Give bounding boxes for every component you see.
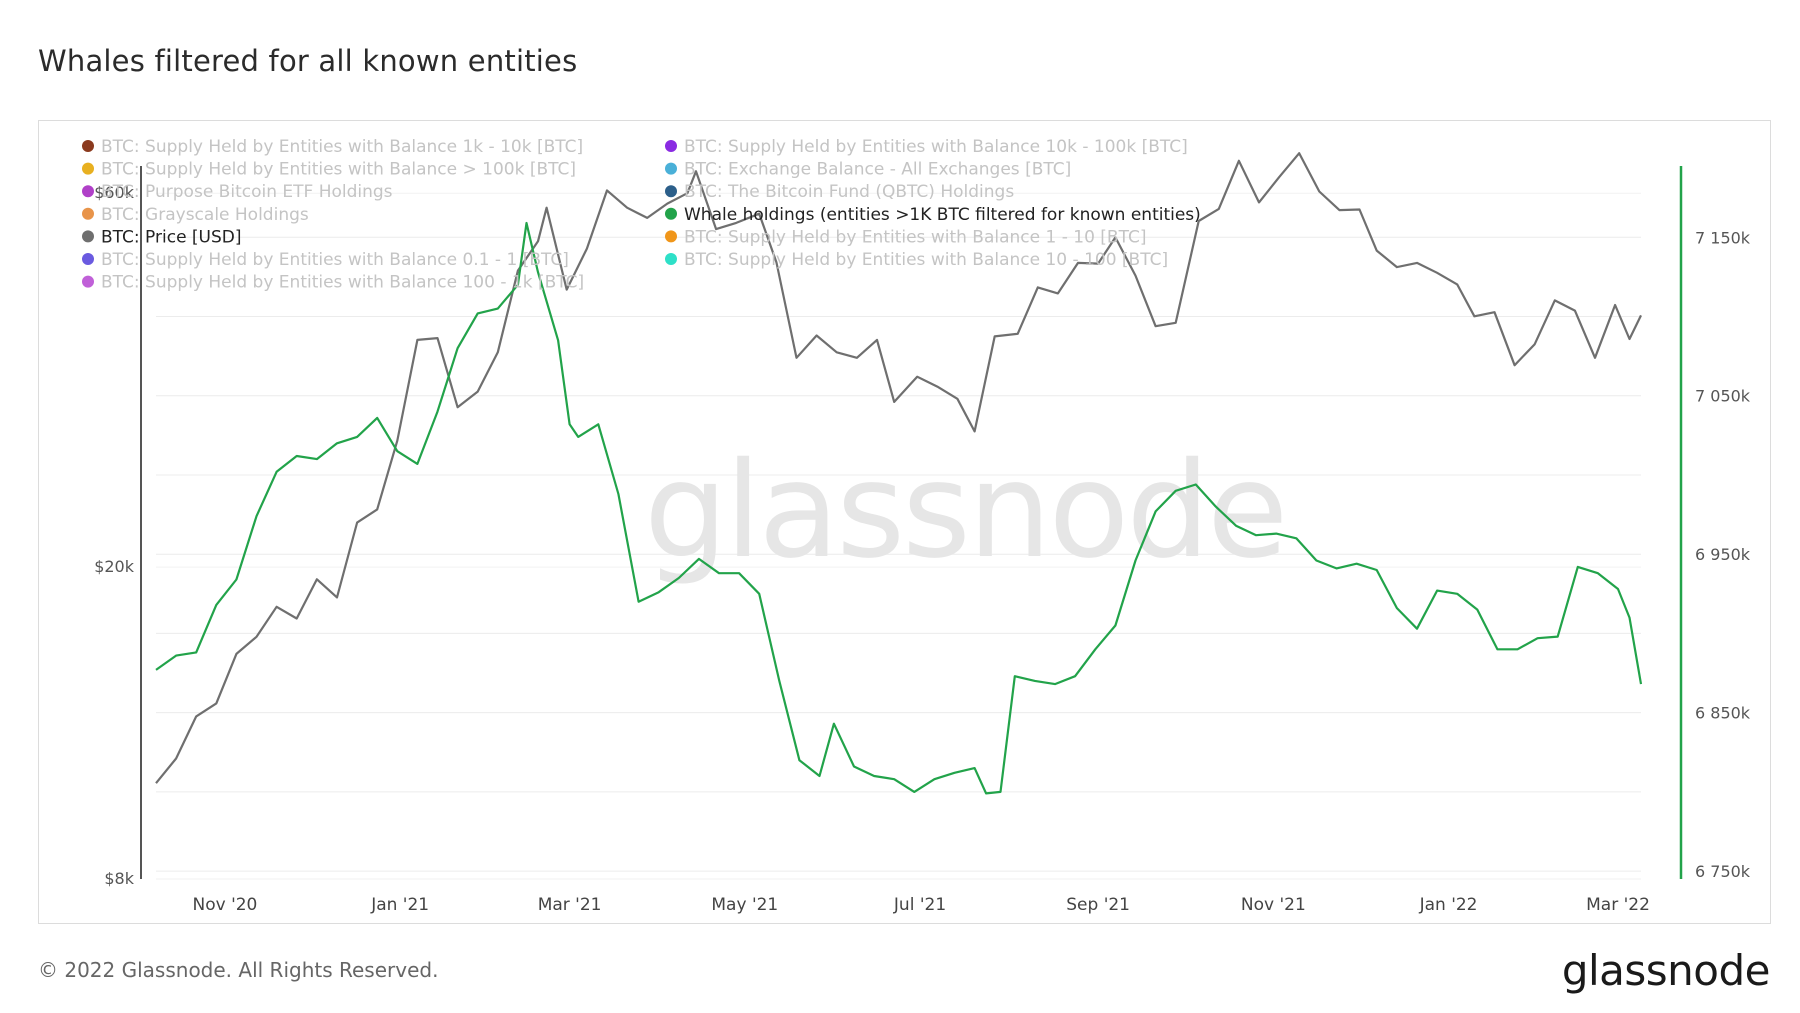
legend-item[interactable]: Whale holdings (entities >1K BTC filtere… (665, 205, 1201, 225)
x-tick-label: May '21 (711, 895, 778, 915)
legend-label: BTC: Supply Held by Entities with Balanc… (101, 160, 576, 180)
legend-item[interactable]: BTC: Supply Held by Entities with Balanc… (82, 137, 583, 157)
legend-marker (665, 207, 677, 220)
series-line-whale-holdings[interactable] (155, 221, 1643, 795)
legend-marker (665, 185, 677, 198)
series-line-price[interactable] (155, 152, 1642, 784)
x-tick-label: Jul '21 (893, 895, 946, 915)
legend-item[interactable]: BTC: Grayscale Holdings (82, 205, 309, 225)
legend-label: BTC: Exchange Balance - All Exchanges [B… (684, 160, 1071, 180)
legend-label: BTC: The Bitcoin Fund (QBTC) Holdings (684, 182, 1014, 202)
legend-item[interactable]: BTC: Exchange Balance - All Exchanges [B… (665, 160, 1071, 180)
y-right-tick-label: 6 950k (1695, 545, 1751, 564)
y-right-tick-label: 7 150k (1695, 228, 1751, 247)
legend-item[interactable]: BTC: The Bitcoin Fund (QBTC) Holdings (665, 182, 1014, 202)
x-tick-label: Jan '22 (1419, 895, 1478, 915)
legend-label: BTC: Supply Held by Entities with Balanc… (101, 137, 583, 157)
y-left-tick-label: $60k (94, 183, 135, 202)
legend-label: BTC: Supply Held by Entities with Balanc… (684, 250, 1168, 270)
y-right-tick-label: 6 750k (1695, 862, 1751, 881)
legend-marker (82, 162, 94, 175)
axes: $60k $20k $8k 7 150k 7 050k 6 950k 6 850k 6 750… (94, 166, 1751, 915)
x-tick-label: Mar '21 (538, 895, 602, 915)
legend-marker (665, 140, 677, 152)
x-tick-label: Nov '20 (192, 895, 257, 915)
legend-label: BTC: Supply Held by Entities with Balanc… (684, 227, 1146, 247)
legend-item[interactable]: BTC: Purpose Bitcoin ETF Holdings (82, 182, 393, 202)
legend-label: BTC: Grayscale Holdings (101, 205, 309, 225)
legend-item[interactable]: BTC: Supply Held by Entities with Balanc… (82, 273, 584, 293)
legend-marker (82, 207, 94, 220)
y-left-tick-label: $20k (94, 557, 135, 576)
legend-label: BTC: Supply Held by Entities with Balanc… (101, 273, 584, 293)
legend-marker (665, 230, 677, 243)
legend-marker (82, 275, 94, 288)
legend-label: BTC: Supply Held by Entities with Balanc… (684, 137, 1188, 157)
legend-item[interactable]: BTC: Supply Held by Entities with Balanc… (82, 250, 569, 270)
x-tick-label: Nov '21 (1241, 895, 1306, 915)
legend-label: Whale holdings (entities >1K BTC filtere… (684, 205, 1201, 225)
legend-label: BTC: Purpose Bitcoin ETF Holdings (101, 182, 393, 202)
legend-item[interactable]: BTC: Supply Held by Entities with Balanc… (665, 250, 1168, 270)
chart-title: Whales filtered for all known entities (38, 44, 578, 78)
legend-item[interactable]: BTC: Supply Held by Entities with Balanc… (82, 160, 576, 180)
legend-marker (665, 162, 677, 175)
legend-item[interactable]: BTC: Supply Held by Entities with Balanc… (665, 227, 1146, 247)
y-right-tick-label: 6 850k (1695, 704, 1751, 723)
y-right-tick-label: 7 050k (1695, 387, 1751, 406)
grid-lines (156, 192, 1641, 880)
line-chart: glassnode $60k $20k $8k 7 150k 7 050k 6 950k 6… (82, 137, 1751, 915)
series-layer (155, 152, 1643, 795)
legend-marker (82, 185, 94, 198)
y-left-tick-label: $8k (104, 869, 134, 888)
legend[interactable]: BTC: Supply Held by Entities with Balanc… (82, 137, 1201, 293)
legend-item[interactable]: BTC: Supply Held by Entities with Balanc… (665, 137, 1188, 157)
legend-label: BTC: Supply Held by Entities with Balanc… (101, 250, 569, 270)
chart-panel: glassnode $60k $20k $8k 7 150k 7 050k 6 950k 6… (38, 120, 1771, 924)
legend-item[interactable]: BTC: Price [USD] (82, 227, 242, 247)
legend-label: BTC: Price [USD] (101, 227, 242, 247)
brand-logo[interactable]: glassnode (1561, 946, 1771, 995)
legend-marker (665, 253, 677, 265)
watermark: glassnode (644, 434, 1285, 588)
legend-marker (82, 230, 94, 243)
copyright-footer: © 2022 Glassnode. All Rights Reserved. (38, 958, 439, 982)
x-tick-label: Jan '21 (370, 895, 429, 915)
x-tick-label: Mar '22 (1586, 895, 1650, 915)
legend-marker (82, 253, 94, 265)
x-tick-label: Sep '21 (1066, 895, 1130, 915)
legend-marker (82, 140, 94, 152)
